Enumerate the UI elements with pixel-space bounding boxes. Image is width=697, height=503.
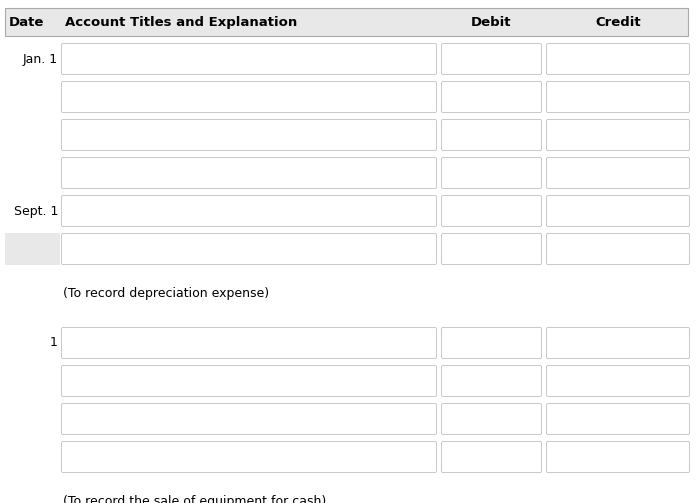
FancyBboxPatch shape xyxy=(441,327,542,359)
Text: Debit: Debit xyxy=(471,16,512,29)
Text: Account Titles and Explanation: Account Titles and Explanation xyxy=(65,16,297,29)
Text: Sept. 1: Sept. 1 xyxy=(14,205,58,217)
FancyBboxPatch shape xyxy=(61,403,436,435)
FancyBboxPatch shape xyxy=(441,442,542,472)
FancyBboxPatch shape xyxy=(441,120,542,150)
FancyBboxPatch shape xyxy=(61,442,436,472)
FancyBboxPatch shape xyxy=(546,366,689,396)
FancyBboxPatch shape xyxy=(61,120,436,150)
FancyBboxPatch shape xyxy=(61,327,436,359)
FancyBboxPatch shape xyxy=(546,43,689,74)
FancyBboxPatch shape xyxy=(61,196,436,226)
FancyBboxPatch shape xyxy=(441,196,542,226)
FancyBboxPatch shape xyxy=(546,403,689,435)
Bar xyxy=(5,8,688,36)
FancyBboxPatch shape xyxy=(546,157,689,189)
Text: (To record depreciation expense): (To record depreciation expense) xyxy=(63,287,269,300)
Text: Credit: Credit xyxy=(595,16,641,29)
FancyBboxPatch shape xyxy=(441,366,542,396)
Bar xyxy=(5,233,60,265)
FancyBboxPatch shape xyxy=(61,157,436,189)
FancyBboxPatch shape xyxy=(546,233,689,265)
FancyBboxPatch shape xyxy=(546,442,689,472)
Text: (To record the sale of equipment for cash): (To record the sale of equipment for cas… xyxy=(63,495,326,503)
FancyBboxPatch shape xyxy=(441,403,542,435)
FancyBboxPatch shape xyxy=(441,81,542,113)
FancyBboxPatch shape xyxy=(61,81,436,113)
FancyBboxPatch shape xyxy=(61,366,436,396)
Text: 1: 1 xyxy=(50,337,58,350)
FancyBboxPatch shape xyxy=(61,43,436,74)
FancyBboxPatch shape xyxy=(441,233,542,265)
FancyBboxPatch shape xyxy=(61,233,436,265)
Text: Jan. 1: Jan. 1 xyxy=(23,52,58,65)
FancyBboxPatch shape xyxy=(546,81,689,113)
Text: Date: Date xyxy=(9,16,45,29)
FancyBboxPatch shape xyxy=(546,327,689,359)
FancyBboxPatch shape xyxy=(441,43,542,74)
FancyBboxPatch shape xyxy=(441,157,542,189)
FancyBboxPatch shape xyxy=(546,196,689,226)
FancyBboxPatch shape xyxy=(546,120,689,150)
